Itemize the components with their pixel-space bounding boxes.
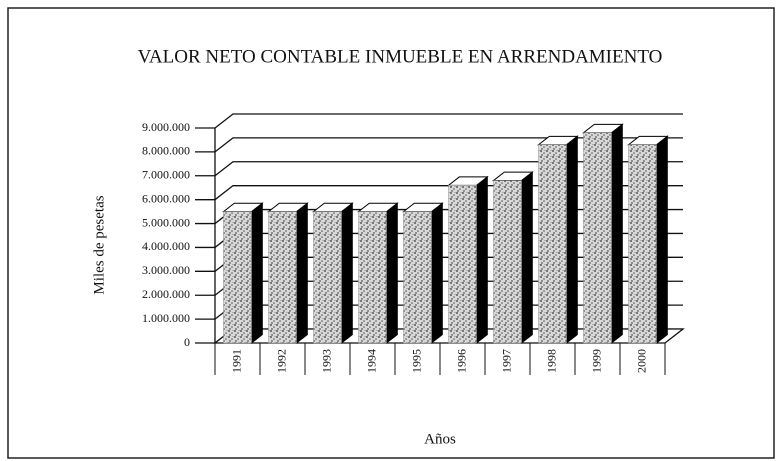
bar <box>358 211 387 344</box>
bar <box>493 180 522 344</box>
y-tick-label: 1.000.000 <box>142 311 190 325</box>
bar-side <box>566 135 578 345</box>
y-tick-label: 0 <box>184 335 190 349</box>
x-tick-label: 1994 <box>364 349 378 373</box>
bar-side <box>341 202 353 345</box>
y-tick-label: 9.000.000 <box>142 120 190 134</box>
bar <box>538 144 567 344</box>
y-tick-label: 7.000.000 <box>142 168 190 182</box>
x-tick-label: 1997 <box>499 349 513 373</box>
x-tick-label: 1993 <box>319 349 333 373</box>
bar <box>223 211 252 344</box>
y-tick-label: 8.000.000 <box>142 144 190 158</box>
bar <box>403 211 432 344</box>
bar-side <box>251 202 263 345</box>
bar <box>583 132 612 344</box>
x-tick-label: 1999 <box>589 349 603 373</box>
bar-side <box>521 171 533 345</box>
y-tick-label: 5.000.000 <box>142 215 190 229</box>
y-tick-label: 2.000.000 <box>142 287 190 301</box>
bar-side <box>476 175 488 345</box>
bar <box>313 211 342 344</box>
bar-side <box>656 135 668 345</box>
bar-side <box>386 202 398 345</box>
chart-title: VALOR NETO CONTABLE INMUEBLE EN ARRENDAM… <box>138 46 663 67</box>
x-tick-label: 1992 <box>274 349 288 373</box>
x-axis-label: Años <box>424 431 456 447</box>
x-tick-label: 1991 <box>229 349 243 373</box>
bar <box>268 211 297 344</box>
bar-side <box>431 202 443 345</box>
y-tick-label: 3.000.000 <box>142 263 190 277</box>
y-axis-label: Miles de pesetas <box>91 195 107 294</box>
x-tick-label: 1998 <box>544 349 558 373</box>
grid-line <box>195 161 683 177</box>
bar <box>448 185 477 344</box>
x-tick-label: 2000 <box>634 349 648 373</box>
x-tick-label: 1995 <box>409 349 423 373</box>
bar <box>628 144 657 344</box>
bar-side <box>611 123 623 345</box>
y-tick-label: 4.000.000 <box>142 239 190 253</box>
y-tick-label: 6.000.000 <box>142 191 190 205</box>
bar-side <box>296 202 308 345</box>
grid-line <box>195 113 683 129</box>
x-tick-label: 1996 <box>454 349 468 373</box>
grid-line <box>195 137 683 153</box>
frame <box>7 7 775 459</box>
